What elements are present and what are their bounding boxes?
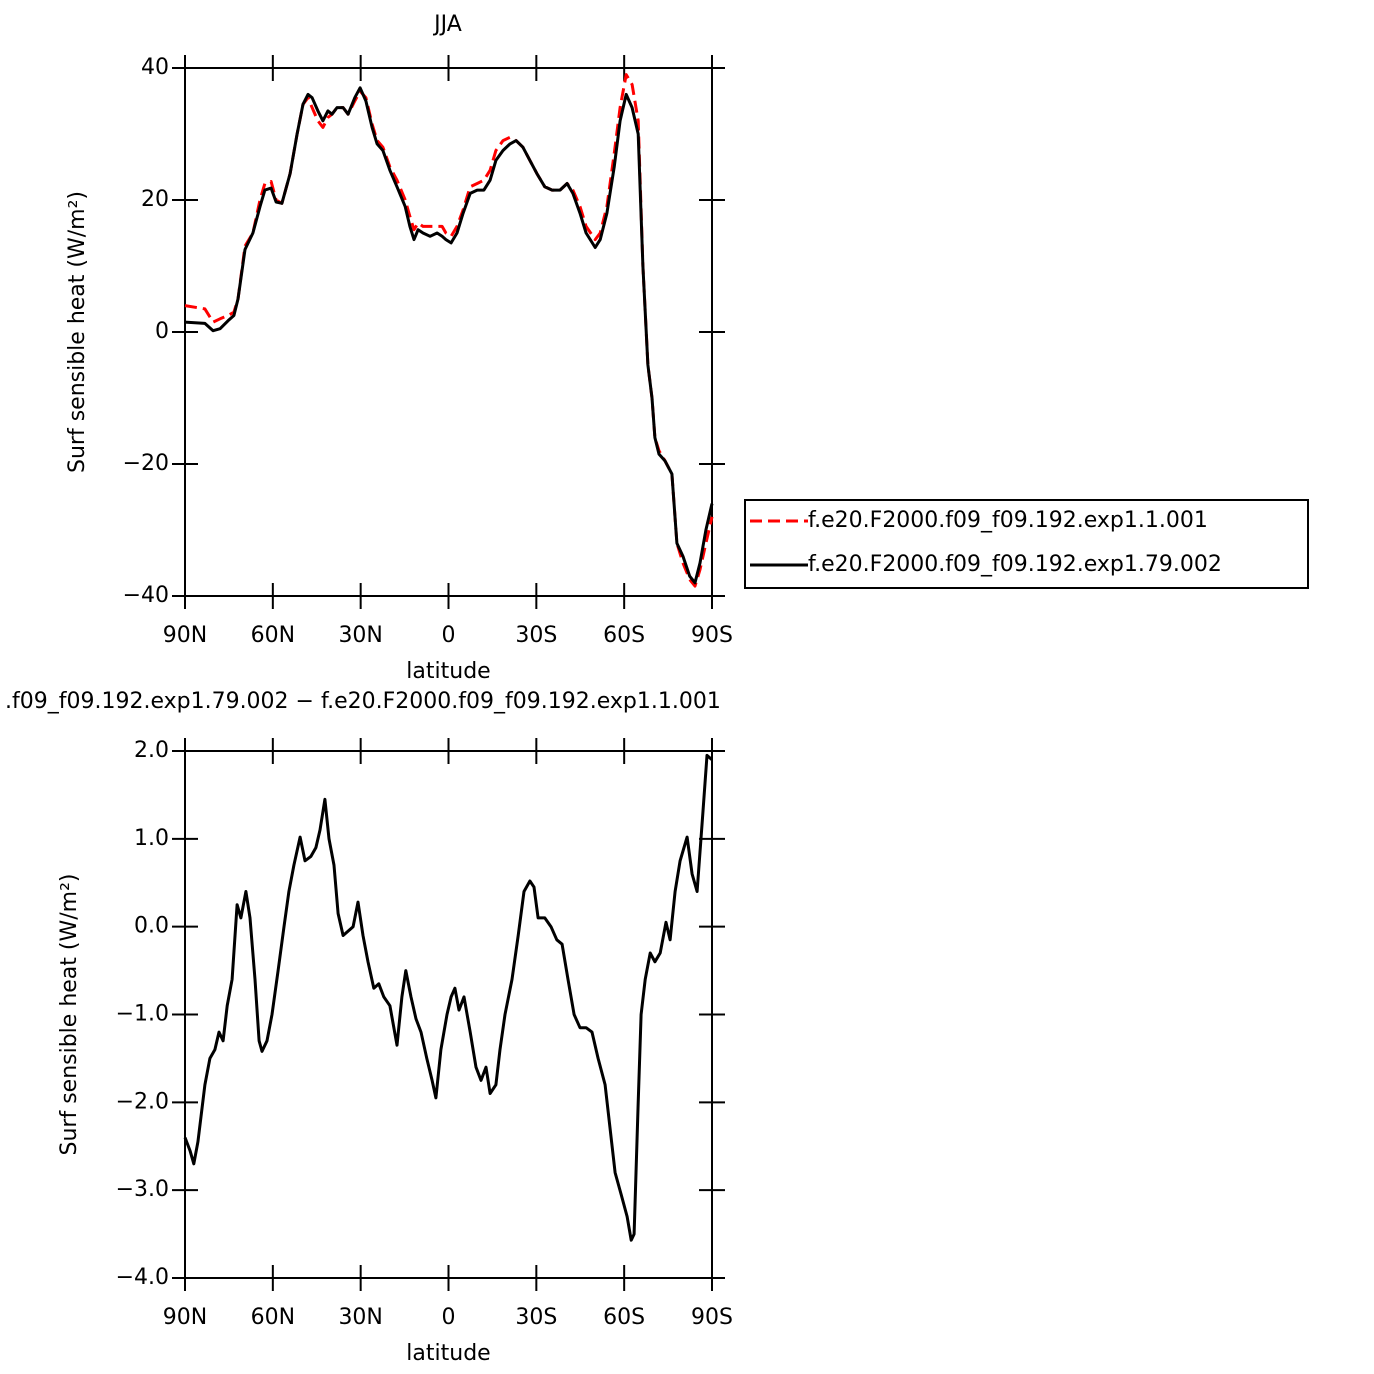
y-tick-label: −3.0 [116,1177,169,1202]
x-tick-label: 60S [603,623,645,648]
legend: f.e20.F2000.f09_f09.192.exp1.1.001 f.e20.… [744,499,1309,589]
x-tick-label: 90N [163,623,207,648]
chart-title: JJA [432,12,462,37]
y-tick-label: 0 [155,319,169,344]
legend-label: f.e20.F2000.f09_f09.192.exp1.79.002 [808,552,1222,577]
y-tick-label: 40 [141,55,169,80]
x-tick-label: 60N [251,623,295,648]
x-tick-label: 0 [442,1305,456,1330]
x-tick-label: 60S [603,1305,645,1330]
data-line [184,86,714,585]
y-tick-label: −20 [123,451,169,476]
x-axis-label: latitude [406,1341,490,1366]
x-tick-label: 90N [163,1305,207,1330]
y-tick-label: 20 [141,187,169,212]
x-tick-label: 30S [515,623,557,648]
x-tick-label: 30N [338,1305,382,1330]
legend-box [744,499,1309,589]
x-tick-label: 60N [251,1305,295,1330]
y-axis-label: Surf sensible heat (W/m²) [65,191,90,473]
plot-frame [184,67,713,597]
data-line [183,753,713,1242]
y-tick-label: 0.0 [134,914,169,939]
x-axis-label: latitude [406,659,490,684]
x-tick-label: 30N [338,623,382,648]
data-line [184,73,714,588]
x-tick-label: 90S [691,1305,733,1330]
x-tick-label: 30S [515,1305,557,1330]
chart-title: .f09_f09.192.exp1.79.002 − f.e20.F2000.f… [5,689,721,714]
y-tick-label: −1.0 [116,1002,169,1027]
y-tick-label: −40 [123,583,169,608]
y-tick-label: −2.0 [116,1089,169,1114]
x-tick-label: 0 [442,623,456,648]
y-tick-label: 2.0 [134,738,169,763]
legend-label: f.e20.F2000.f09_f09.192.exp1.1.001 [808,508,1208,533]
x-tick-label: 90S [691,623,733,648]
y-tick-label: 1.0 [134,826,169,851]
y-axis-label: Surf sensible heat (W/m²) [57,874,82,1156]
y-tick-label: −4.0 [116,1265,169,1290]
